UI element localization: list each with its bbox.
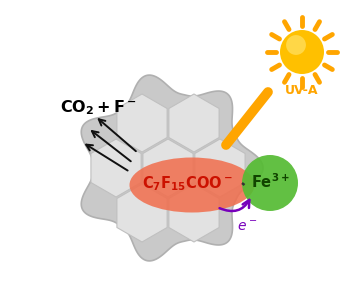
Ellipse shape (130, 158, 255, 212)
Circle shape (242, 155, 298, 211)
Polygon shape (169, 94, 219, 152)
Polygon shape (169, 184, 219, 242)
Polygon shape (117, 184, 167, 242)
Polygon shape (195, 139, 245, 197)
Text: $\mathit{e}^-$: $\mathit{e}^-$ (237, 220, 257, 234)
FancyArrowPatch shape (219, 200, 249, 211)
Text: $\mathbf{Fe^{3+}}$: $\mathbf{Fe^{3+}}$ (251, 173, 289, 191)
Polygon shape (81, 75, 263, 261)
Text: $\mathbf{CO_2 + F^-}$: $\mathbf{CO_2 + F^-}$ (60, 99, 137, 117)
Polygon shape (91, 139, 141, 197)
Circle shape (286, 35, 306, 55)
Polygon shape (117, 94, 167, 152)
Polygon shape (143, 139, 193, 197)
Text: $\mathbf{C_7F_{15}COO^-}$: $\mathbf{C_7F_{15}COO^-}$ (142, 175, 232, 193)
Text: UV-A: UV-A (285, 84, 319, 97)
Circle shape (280, 30, 324, 74)
